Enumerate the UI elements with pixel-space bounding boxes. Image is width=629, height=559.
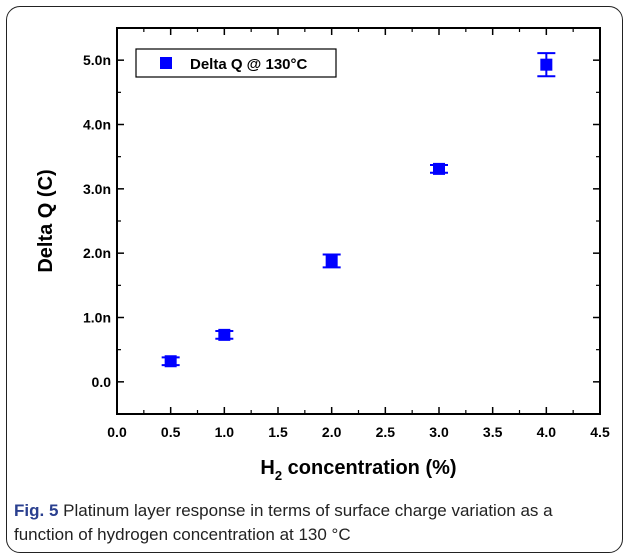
y-axis-label: Delta Q (C) [35, 169, 57, 272]
y-tick-label: 1.0n [83, 310, 111, 326]
x-axis-label: H2 concentration (%) [260, 457, 456, 483]
figure-label: Fig. 5 [14, 501, 59, 520]
y-tick-label: 2.0n [83, 245, 111, 261]
data-point [325, 254, 338, 267]
x-tick-label: 3.5 [483, 424, 503, 440]
x-tick-label: 4.0 [537, 424, 557, 440]
x-tick-label: 2.0 [322, 424, 342, 440]
x-tick-label: 2.5 [376, 424, 396, 440]
x-tick-label: 1.5 [268, 424, 288, 440]
data-point [433, 162, 445, 175]
y-tick-label: 5.0n [83, 52, 111, 68]
data-point [164, 355, 177, 368]
plot-area-frame [116, 27, 601, 415]
legend-label: Delta Q @ 130°C [190, 56, 308, 73]
x-tick-label: 3.0 [429, 424, 449, 440]
x-tick-label: 0.5 [161, 424, 181, 440]
y-tick-label: 0.0 [92, 374, 112, 390]
x-tick-label: 1.0 [215, 424, 235, 440]
y-tick-label: 4.0n [83, 117, 111, 133]
x-axis-label-rest: concentration (%) [282, 457, 456, 479]
y-tick-label: 3.0n [83, 181, 111, 197]
legend-marker [160, 57, 172, 69]
figure-frame [6, 6, 623, 553]
caption-text: Platinum layer response in terms of surf… [14, 501, 553, 544]
x-tick-label: 0.0 [107, 424, 127, 440]
x-axis-label-main: H [260, 457, 274, 479]
chart: 0.0 0.5 1.0 1.5 2.0 2.5 3.0 3.5 4.0 4.5 0.0 1.0n 2.0… [35, 27, 610, 483]
x-axis-label-subscript: 2 [275, 468, 282, 483]
x-tick-label: 4.5 [590, 424, 610, 440]
data-point [540, 58, 553, 71]
figure-caption: Fig. 5 Platinum layer response in terms … [14, 499, 614, 547]
data-point [218, 328, 231, 341]
